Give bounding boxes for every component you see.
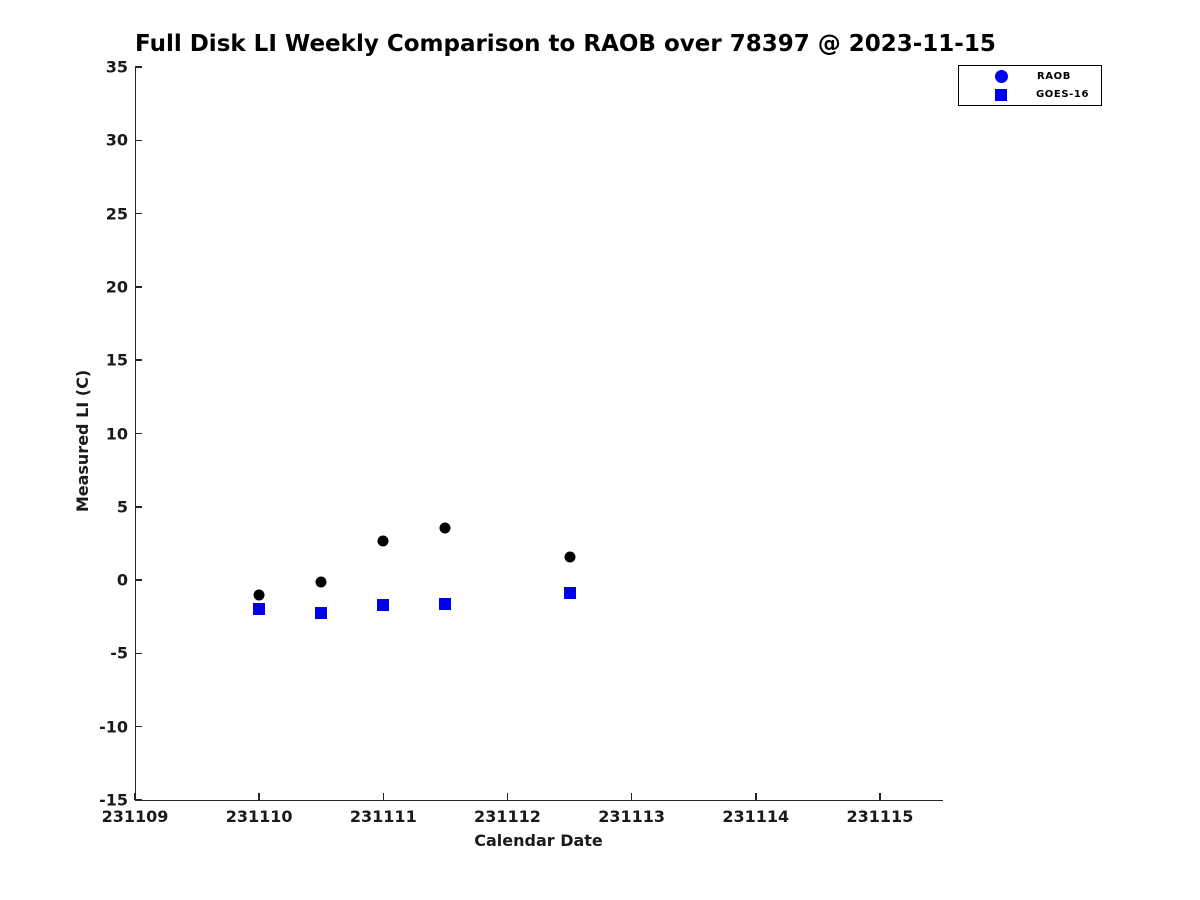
x-tick-mark <box>382 793 385 800</box>
legend-label-raob: RAOB <box>1037 71 1071 82</box>
y-tick-label: 15 <box>105 350 128 370</box>
y-tick-mark <box>135 579 142 581</box>
x-tick-label: 231110 <box>225 807 293 826</box>
y-tick-label: 25 <box>105 204 128 224</box>
y-tick-mark <box>135 286 142 288</box>
y-tick-mark <box>135 652 142 655</box>
goes16-data-marker <box>439 597 452 610</box>
x-tick-mark <box>630 793 633 800</box>
y-tick-mark <box>135 66 142 68</box>
x-tick-mark <box>506 793 509 800</box>
raob-data-marker <box>439 522 451 534</box>
y-tick-mark <box>135 506 142 508</box>
y-tick-label: 20 <box>105 277 128 297</box>
goes16-data-marker <box>377 599 390 612</box>
x-tick-mark <box>755 793 757 800</box>
y-tick-label: 30 <box>105 130 128 150</box>
y-tick-mark <box>135 139 142 142</box>
y-tick-mark <box>135 359 142 361</box>
y-tick-label: 0 <box>116 570 128 590</box>
x-tick-label: 231112 <box>474 807 541 826</box>
goes16-square-marker-icon <box>995 88 1007 101</box>
raob-data-marker <box>253 589 265 601</box>
x-tick-mark <box>879 793 881 800</box>
legend-item-raob: RAOB <box>959 69 1101 84</box>
x-tick-mark <box>258 793 260 800</box>
x-tick-label: 231113 <box>598 807 666 826</box>
y-tick-mark <box>135 212 142 215</box>
raob-data-marker <box>564 551 576 563</box>
x-tick-mark <box>134 793 136 800</box>
y-tick-mark <box>135 725 142 728</box>
raob-data-marker <box>377 535 389 547</box>
goes16-data-marker <box>253 603 266 616</box>
y-tick-mark <box>135 432 142 435</box>
raob-data-marker <box>315 576 327 588</box>
plot-area <box>135 67 943 801</box>
chart-title: Full Disk LI Weekly Comparison to RAOB o… <box>135 31 996 57</box>
y-tick-label: -15 <box>99 790 128 810</box>
y-tick-label: 5 <box>116 497 128 517</box>
x-tick-label: 231111 <box>349 807 417 826</box>
goes16-data-marker <box>315 607 328 620</box>
goes16-data-marker <box>563 587 576 600</box>
y-tick-label: 35 <box>105 57 128 77</box>
legend-item-goes16: GOES-16 <box>959 87 1101 102</box>
raob-circle-marker-icon <box>995 70 1008 83</box>
x-tick-label: 231115 <box>846 807 914 826</box>
legend-label-goes16: GOES-16 <box>1036 89 1090 100</box>
x-axis-label: Calendar Date <box>474 831 603 850</box>
y-tick-label: 10 <box>105 424 128 443</box>
y-tick-label: -10 <box>99 717 128 737</box>
x-tick-label: 231109 <box>101 807 169 826</box>
y-tick-label: -5 <box>110 643 128 663</box>
y-tick-mark <box>135 799 142 801</box>
legend: RAOB GOES-16 <box>958 65 1102 106</box>
x-tick-label: 231114 <box>722 807 790 826</box>
